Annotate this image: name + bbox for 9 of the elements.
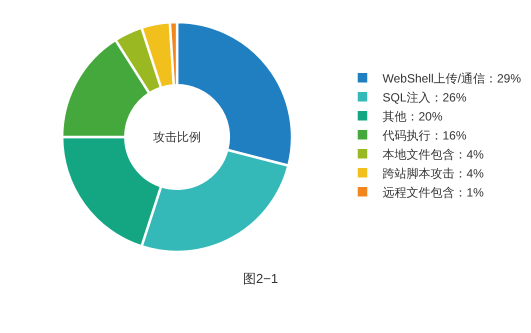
- legend-label: 本地文件包含：4%: [382, 147, 484, 162]
- legend-label: 跨站脚本攻击：4%: [382, 166, 484, 180]
- text: 攻击比例: [153, 130, 201, 144]
- caption: 图2−1: [243, 271, 278, 286]
- legend-label: WebShell上传/通信：29%: [382, 71, 522, 86]
- legend-label: 代码执行：16%: [381, 128, 467, 142]
- legend-label: 远程文件包含：1%: [382, 185, 484, 200]
- legend-label: SQL注入：26%: [382, 90, 467, 104]
- legend-label: 其他：20%: [382, 109, 443, 124]
